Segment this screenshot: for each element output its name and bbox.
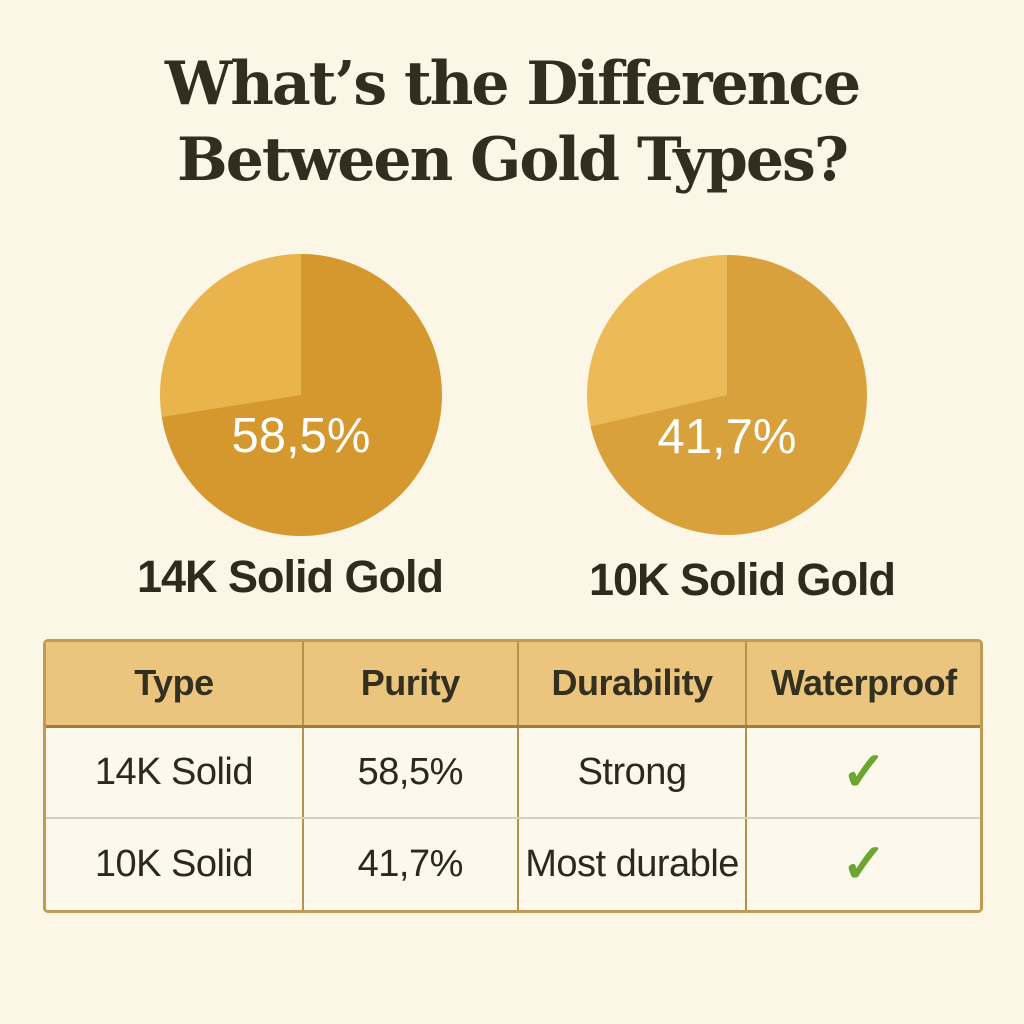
table-header-row: Type Purity Durability Waterproof [46,642,980,728]
pie-chart-14k-gold: 58,5% [160,254,442,536]
column-header-purity: Purity [301,642,518,728]
cell-waterproof-10k: ✓ [745,818,980,910]
page-title: What’s the Difference Between Gold Types… [0,46,1024,198]
cell-durability-14k: Strong [516,726,747,819]
title-line-1: What’s the Difference [164,49,861,119]
comparison-table: Type Purity Durability Waterproof 14K So… [46,642,980,910]
pie-caption-10k-gold: 10K Solid Gold [588,554,896,605]
cell-type-14k: 14K Solid [46,726,303,819]
checkmark-icon: ✓ [841,834,887,894]
comparison-table-container: Type Purity Durability Waterproof 14K So… [43,639,983,913]
cell-durability-10k: Most durable [516,818,747,910]
column-header-waterproof: Waterproof [745,642,980,728]
pie-caption-14k-gold: 14K Solid Gold [136,551,444,602]
pie-value-label-14k: 58,5% [231,409,371,463]
checkmark-icon: ✓ [841,741,887,802]
column-header-type: Type [46,642,303,728]
pie-value-label-10k: 41,7% [657,410,797,464]
cell-type-10k: 10K Solid [46,818,303,910]
cell-purity-14k: 58,5% [301,726,518,819]
table-row-14k: 14K Solid 58,5% Strong ✓ [46,726,980,819]
column-header-durability: Durability [516,642,747,728]
cell-waterproof-14k: ✓ [745,726,980,819]
table-row-10k: 10K Solid 41,7% Most durable ✓ [46,818,980,910]
pie-chart-10k-gold: 41,7% [587,255,867,535]
title-line-2: Between Gold Types? [177,125,849,195]
cell-purity-10k: 41,7% [301,818,518,910]
